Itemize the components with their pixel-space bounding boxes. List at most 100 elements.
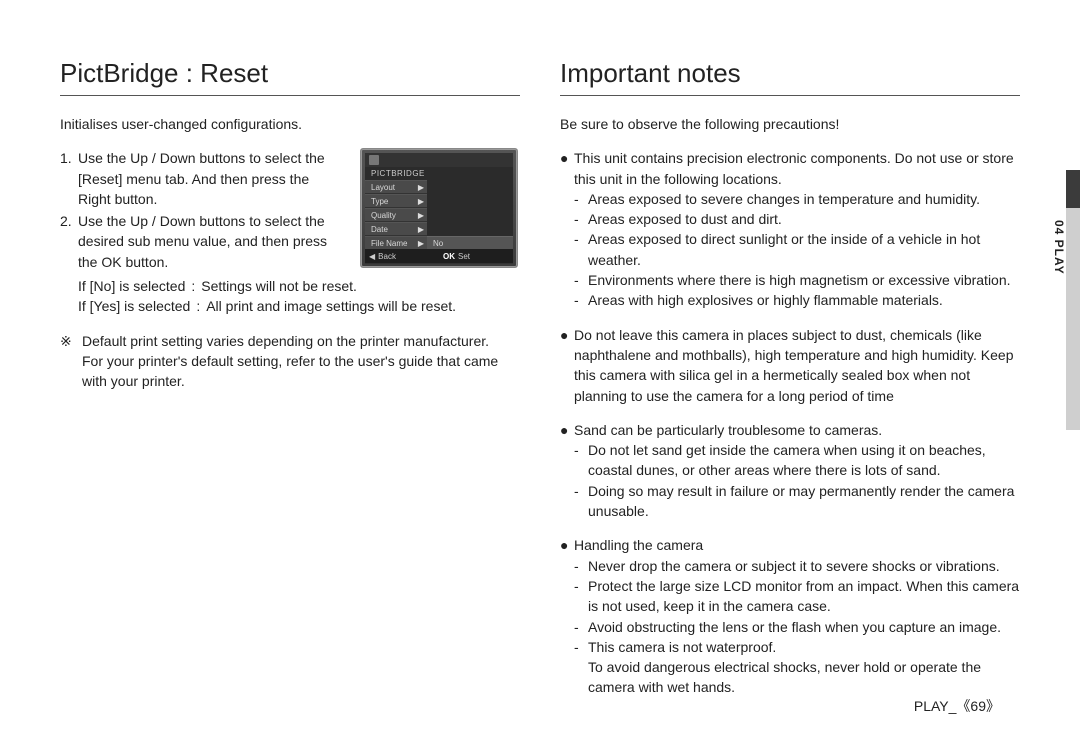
lcd-label-text: Date — [371, 225, 388, 234]
bracket-right-icon: 》 — [986, 698, 1000, 714]
if-no-row: If [No] is selected : Settings will not … — [78, 276, 363, 296]
sub-text: This camera is not waterproof. To avoid … — [588, 637, 1020, 698]
bullet-text: Handling the camera — [574, 535, 1020, 555]
lcd-label: Layout▶ — [365, 180, 427, 194]
lcd-row-date: Date▶ — [365, 222, 513, 236]
dash-icon: - — [574, 481, 588, 522]
if-block: If [No] is selected : Settings will not … — [60, 276, 520, 317]
note-line-2: For your printer's default setting, refe… — [60, 351, 520, 392]
lcd-label-text: File Name — [371, 239, 407, 248]
bullet-item: ● This unit contains precision electroni… — [560, 148, 1020, 189]
if-yes-text: All print and image settings will be res… — [206, 296, 462, 316]
bullet-dot-icon: ● — [560, 148, 574, 189]
if-yes-label: If [Yes] is selected — [78, 296, 196, 316]
sub-item: -Areas with high explosives or highly fl… — [574, 290, 1020, 310]
if-separator: : — [191, 276, 201, 296]
steps-block-1: 1. Use the Up / Down buttons to select t… — [60, 148, 340, 272]
sub-item: -Areas exposed to direct sunlight or the… — [574, 229, 1020, 270]
note-text: Default print setting varies depending o… — [82, 333, 489, 349]
step-text: Use the Up / Down buttons to select the … — [78, 148, 340, 209]
dash-icon: - — [574, 617, 588, 637]
bullet-text: Sand can be particularly troublesome to … — [574, 420, 1020, 440]
lcd-footer-set-label: Set — [458, 252, 470, 261]
right-section-title: Important notes — [560, 58, 1020, 96]
chevron-right-icon: ▶ — [418, 239, 424, 248]
bullet-dot-icon: ● — [560, 535, 574, 555]
bullet-group-2: ● Do not leave this camera in places sub… — [560, 325, 1020, 406]
step-number: 1. — [60, 148, 78, 209]
sub-text: Areas exposed to dust and dirt. — [588, 209, 1020, 229]
lcd-footer-ok-key: OK — [443, 252, 455, 261]
dash-icon: - — [574, 576, 588, 617]
bullet-text: Do not leave this camera in places subje… — [574, 325, 1020, 406]
footer-page-number: 69 — [970, 698, 986, 714]
left-column: PictBridge : Reset Initialises user-chan… — [60, 58, 520, 712]
step-1: 1. Use the Up / Down buttons to select t… — [60, 148, 340, 209]
sub-item: -Environments where there is high magnet… — [574, 270, 1020, 290]
right-column: Important notes Be sure to observe the f… — [560, 58, 1020, 712]
sub-text: Avoid obstructing the lens or the flash … — [588, 617, 1020, 637]
sub-item: -Areas exposed to dust and dirt. — [574, 209, 1020, 229]
lcd-row-filename: File Name ▶ No — [365, 236, 513, 250]
chevron-right-icon: ▶ — [418, 183, 424, 192]
chapter-side-tab: 04 PLAY — [1052, 170, 1080, 430]
side-tab-marker — [1066, 170, 1080, 208]
lcd-footer-back-label: Back — [378, 252, 396, 261]
two-column-layout: PictBridge : Reset Initialises user-chan… — [60, 58, 1020, 712]
side-tab-label: 04 PLAY — [1052, 220, 1066, 275]
lcd-topbar — [365, 153, 513, 167]
bullet-dot-icon: ● — [560, 420, 574, 440]
lcd-row-quality: Quality ▶ — [365, 208, 513, 222]
bullet-group-1: ● This unit contains precision electroni… — [560, 148, 1020, 310]
bullet-text: This unit contains precision electronic … — [574, 148, 1020, 189]
sub-item: -Do not let sand get inside the camera w… — [574, 440, 1020, 481]
bullet-item: ● Sand can be particularly troublesome t… — [560, 420, 1020, 440]
page-footer: PLAY_《69》 — [914, 696, 1000, 716]
sub-text: Do not let sand get inside the camera wh… — [588, 440, 1020, 481]
lcd-value-no: No — [427, 236, 513, 250]
back-arrow-icon: ◀ — [369, 252, 375, 261]
lcd-label: Date▶ — [365, 222, 427, 236]
footer-section-label: PLAY_ — [914, 698, 957, 714]
bullet-item: ● Handling the camera — [560, 535, 1020, 555]
lcd-row-type: Type▶ — [365, 194, 513, 208]
sub-text-line1: This camera is not waterproof. — [588, 639, 776, 655]
dash-icon: - — [574, 209, 588, 229]
chevron-right-icon: ▶ — [418, 197, 424, 206]
manual-page: PictBridge : Reset Initialises user-chan… — [0, 0, 1080, 746]
lcd-footer-left: ◀ Back — [365, 252, 439, 261]
dash-icon: - — [574, 440, 588, 481]
bracket-left-icon: 《 — [956, 698, 970, 714]
lcd-label: Type▶ — [365, 194, 427, 208]
sub-text: Doing so may result in failure or may pe… — [588, 481, 1020, 522]
sub-text: Areas with high explosives or highly fla… — [588, 290, 1020, 310]
sub-item: -Areas exposed to severe changes in temp… — [574, 189, 1020, 209]
dash-icon: - — [574, 637, 588, 698]
lcd-row-layout: Layout▶ — [365, 180, 513, 194]
side-tab-bg — [1066, 170, 1080, 430]
right-body: Be sure to observe the following precaut… — [560, 114, 1020, 698]
sub-item: -Never drop the camera or subject it to … — [574, 556, 1020, 576]
left-intro-text: Initialises user-changed configurations. — [60, 114, 520, 134]
bullet-group-3: ● Sand can be particularly troublesome t… — [560, 420, 1020, 521]
lcd-inner: PICTBRIDGE Layout▶ Type▶ Quality▶ — [365, 153, 513, 263]
lcd-label-text: Quality — [371, 211, 396, 220]
step-number: 2. — [60, 211, 78, 272]
bullet-group-4: ● Handling the camera -Never drop the ca… — [560, 535, 1020, 697]
lcd-screenshot-figure: PICTBRIDGE Layout▶ Type▶ Quality▶ — [360, 148, 518, 268]
bullet-item: ● Do not leave this camera in places sub… — [560, 325, 1020, 406]
reference-mark-icon: ※ — [60, 331, 82, 351]
sub-text: Areas exposed to direct sunlight or the … — [588, 229, 1020, 270]
lcd-footer: ◀ Back OK Set — [365, 249, 513, 263]
lcd-mode-icon — [369, 155, 379, 165]
precautions-intro: Be sure to observe the following precaut… — [560, 114, 1020, 134]
lcd-label: Quality ▶ — [365, 208, 427, 222]
chevron-right-icon: ▶ — [418, 211, 424, 220]
left-body: 1. Use the Up / Down buttons to select t… — [60, 148, 520, 391]
sub-item: -Doing so may result in failure or may p… — [574, 481, 1020, 522]
if-no-label: If [No] is selected — [78, 276, 191, 296]
sub-item: -Avoid obstructing the lens or the flash… — [574, 617, 1020, 637]
dash-icon: - — [574, 229, 588, 270]
lcd-label: File Name ▶ — [365, 236, 427, 250]
step-2: 2. Use the Up / Down buttons to select t… — [60, 211, 340, 272]
